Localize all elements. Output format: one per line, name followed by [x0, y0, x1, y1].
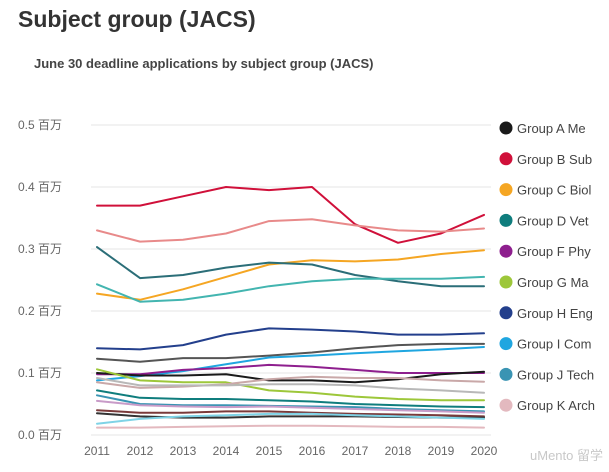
legend-label: Group J Tech — [517, 367, 594, 382]
legend-label: Group K Arch — [517, 398, 595, 413]
series-line — [96, 424, 485, 429]
y-tick-label: 0.4 百万 — [18, 180, 62, 194]
series-line — [96, 370, 485, 384]
legend-item: Group F Phy — [499, 244, 591, 259]
series-line — [96, 246, 485, 288]
legend-item: Group I Com — [499, 337, 591, 352]
x-tick-label: 2015 — [256, 444, 283, 458]
y-tick-label: 0.2 百万 — [18, 304, 62, 318]
series-line — [96, 389, 485, 409]
legend-marker — [499, 337, 513, 351]
legend-item: Group H Eng — [499, 306, 593, 321]
page-title: Subject group (JACS) — [18, 6, 256, 32]
legend-label: Group D Vet — [517, 213, 589, 228]
y-tick-label: 0.1 百万 — [18, 366, 62, 380]
x-tick-label: 2018 — [385, 444, 412, 458]
x-tick-label: 2013 — [170, 444, 197, 458]
series-lines — [96, 186, 485, 429]
legend-label: Group I Com — [517, 337, 591, 352]
legend-label: Group H Eng — [517, 306, 593, 321]
legend-item: Group C Biol — [499, 183, 592, 198]
x-tick-label: 2017 — [342, 444, 369, 458]
legend-item: Group B Sub — [499, 152, 592, 167]
watermark: uMento 留学 — [530, 448, 603, 463]
legend-marker — [499, 244, 513, 258]
legend-item: Group K Arch — [499, 398, 595, 413]
series-line — [96, 377, 485, 394]
chart-title: June 30 deadline applications by subject… — [34, 56, 374, 71]
legend-marker — [499, 121, 513, 135]
series-line — [96, 327, 485, 351]
legend: Group A Me Group B Sub Group C Biol Group D… — [499, 121, 595, 413]
x-tick-label: 2020 — [471, 444, 498, 458]
legend-label: Group C Biol — [517, 183, 592, 198]
series-line — [96, 218, 485, 243]
series-line — [96, 346, 485, 382]
legend-item: Group D Vet — [499, 213, 589, 228]
y-tick-label: 0.3 百万 — [18, 242, 62, 256]
legend-item: Group A Me — [499, 121, 586, 136]
legend-marker — [499, 213, 513, 227]
y-tick-label: 0.5 百万 — [18, 118, 62, 132]
legend-marker — [499, 183, 513, 197]
series-line — [96, 375, 485, 389]
legend-marker — [499, 152, 513, 166]
x-tick-label: 2011 — [84, 444, 110, 458]
x-tick-label: 2019 — [428, 444, 455, 458]
y-axis-ticks: 0.0 百万 0.1 百万 0.2 百万 0.3 百万 0.4 百万 0.5 百万 — [18, 118, 62, 442]
legend-marker — [499, 306, 513, 320]
legend-marker — [499, 367, 513, 381]
legend-marker — [499, 275, 513, 289]
series-line — [96, 249, 485, 301]
series-line — [96, 409, 485, 418]
series-line — [96, 186, 485, 244]
legend-label: Group G Ma — [517, 275, 589, 290]
legend-item: Group J Tech — [499, 367, 594, 382]
series-line — [96, 363, 485, 376]
x-axis-ticks: 2011 2012 2013 2014 2015 2016 2017 2018 2019 2020 — [84, 444, 498, 458]
x-tick-label: 2012 — [127, 444, 154, 458]
x-tick-label: 2016 — [299, 444, 326, 458]
series-line — [96, 342, 485, 363]
legend-marker — [499, 398, 513, 412]
series-line — [96, 412, 485, 425]
series-line — [96, 368, 485, 402]
y-tick-label: 0.0 百万 — [18, 428, 62, 442]
legend-label: Group B Sub — [517, 152, 592, 167]
series-line — [96, 275, 485, 303]
x-tick-label: 2014 — [213, 444, 240, 458]
series-line — [96, 399, 485, 414]
legend-item: Group G Ma — [499, 275, 589, 290]
legend-label: Group A Me — [517, 121, 586, 136]
legend-label: Group F Phy — [517, 244, 591, 259]
